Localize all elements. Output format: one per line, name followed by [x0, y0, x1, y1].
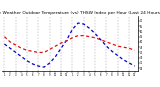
Title: Milwaukee Weather Outdoor Temperature (vs) THSW Index per Hour (Last 24 Hours): Milwaukee Weather Outdoor Temperature (v… — [0, 11, 160, 15]
